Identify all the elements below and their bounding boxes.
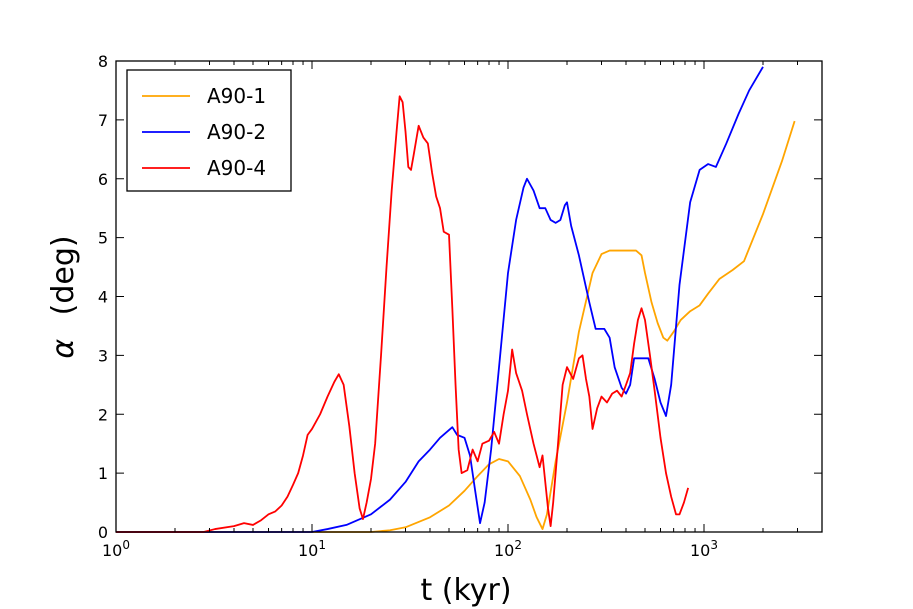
y-tick-label: 7 — [98, 111, 108, 130]
y-axis-label-symbol: α — [46, 339, 81, 359]
series-line-a90-2 — [116, 66, 764, 533]
x-tick-label: 103 — [690, 538, 718, 560]
x-tick-label-base: 10 — [298, 541, 318, 560]
y-tick-label: 2 — [98, 405, 108, 424]
legend-box — [126, 69, 292, 192]
x-tick-label-base: 10 — [102, 541, 122, 560]
x-tick-label-exponent: 1 — [318, 538, 326, 552]
legend-label-a90-1: A90-1 — [207, 84, 266, 108]
legend: A90-1 A90-2 A90-4 — [126, 69, 292, 192]
y-tick-label: 8 — [98, 52, 108, 71]
x-tick-label: 102 — [494, 538, 522, 560]
x-tick-label-base: 10 — [690, 541, 710, 560]
x-tick-label: 100 — [102, 538, 130, 560]
svg-text:α (deg): α (deg) — [46, 235, 81, 358]
series-line-a90-4 — [116, 95, 690, 533]
x-tick-label-exponent: 2 — [514, 538, 522, 552]
y-axis-label-unit: (deg) — [46, 235, 81, 315]
x-tick-label-exponent: 0 — [122, 538, 130, 552]
x-tick-label-base: 10 — [494, 541, 514, 560]
tick-layer — [115, 60, 823, 533]
legend-label-a90-2: A90-2 — [207, 120, 266, 144]
x-axis-label: t (kyr) — [420, 573, 511, 608]
y-tick-labels: 0 1 2 3 4 5 6 7 8 — [98, 52, 108, 542]
x-tick-labels: 100 101 102 103 — [102, 538, 718, 560]
y-tick-label: 1 — [98, 464, 108, 483]
y-tick-label: 3 — [98, 346, 108, 365]
series-layer — [116, 66, 796, 533]
y-tick-label: 4 — [98, 288, 108, 307]
x-tick-label-exponent: 3 — [710, 538, 718, 552]
y-axis-label: α (deg) — [46, 235, 81, 358]
x-tick-label: 101 — [298, 538, 326, 560]
legend-label-a90-4: A90-4 — [207, 156, 266, 180]
y-tick-label: 0 — [98, 523, 108, 542]
y-tick-label: 5 — [98, 229, 108, 248]
y-tick-label: 6 — [98, 170, 108, 189]
